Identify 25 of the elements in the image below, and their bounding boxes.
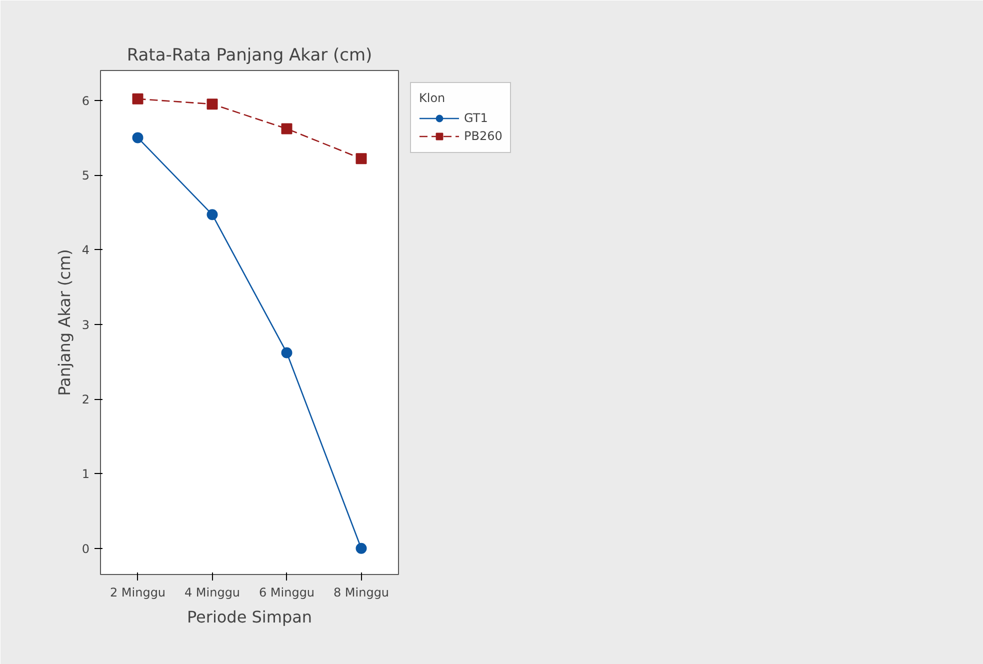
point bbox=[132, 93, 144, 104]
point bbox=[356, 153, 367, 164]
y-tick-label: 0 bbox=[82, 542, 90, 556]
y-tick-label: 2 bbox=[82, 392, 90, 407]
y-tick-label: 6 bbox=[82, 94, 90, 108]
point bbox=[132, 132, 144, 144]
point bbox=[206, 209, 218, 220]
point bbox=[206, 98, 218, 110]
x-tick-label: 4 Minggu bbox=[184, 586, 240, 600]
point bbox=[281, 123, 292, 134]
x-axis-title: Periode Simpan bbox=[186, 608, 312, 626]
y-tick-label: 3 bbox=[82, 318, 90, 332]
y-tick-label: 4 bbox=[82, 243, 90, 258]
x-tick-label: 8 Minggu bbox=[333, 586, 390, 600]
y-axis-title: Panjang Akar (cm) bbox=[54, 249, 74, 396]
legend-title: Klon bbox=[419, 91, 446, 105]
y-tick-label: 1 bbox=[82, 467, 90, 482]
chart-title: Rata-Rata Panjang Akar (cm) bbox=[126, 46, 372, 66]
point bbox=[281, 347, 292, 358]
x-tick-label: 2 Minggu bbox=[110, 586, 166, 600]
point bbox=[356, 542, 367, 554]
legend-label: PB260 bbox=[464, 128, 502, 144]
x-tick-label: 6 Minggu bbox=[258, 586, 315, 600]
legend-label: GT1 bbox=[464, 110, 488, 126]
y-tick-label: 5 bbox=[82, 168, 90, 183]
